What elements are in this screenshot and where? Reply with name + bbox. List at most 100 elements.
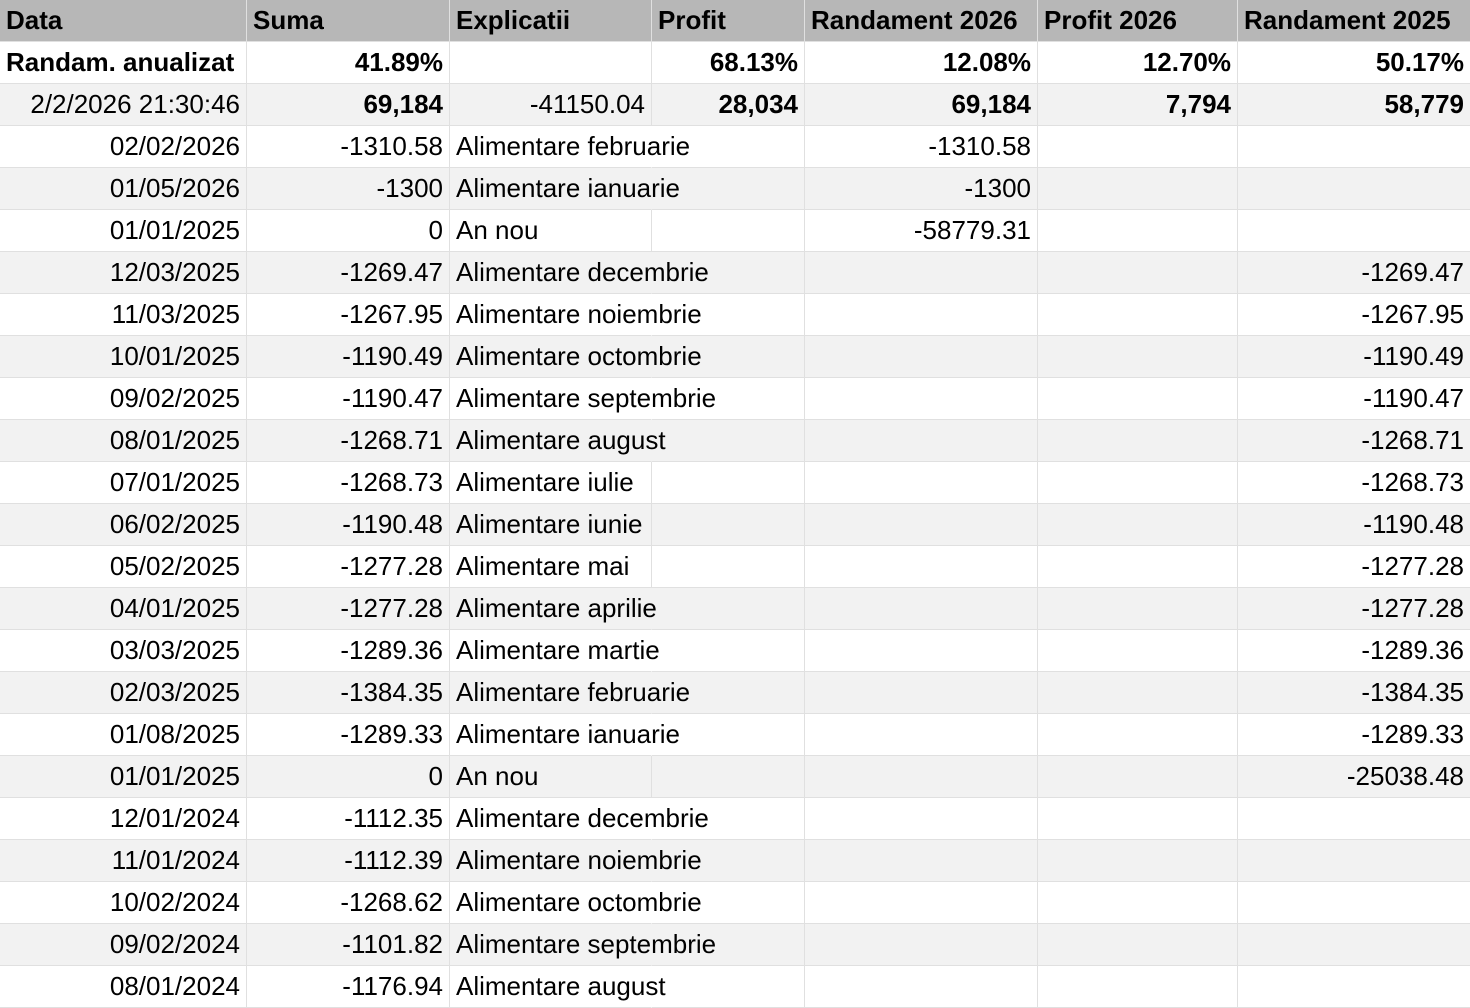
cell-profit[interactable] xyxy=(652,798,805,840)
cell-suma[interactable]: -1289.33 xyxy=(247,714,450,756)
cell-profit-2026[interactable] xyxy=(1038,336,1238,378)
cell-profit[interactable] xyxy=(652,672,805,714)
cell-suma[interactable]: -1267.95 xyxy=(247,294,450,336)
cell-profit-2026[interactable] xyxy=(1038,714,1238,756)
cell-suma[interactable]: -1300 xyxy=(247,168,450,210)
cell-profit[interactable]: 28,034 xyxy=(652,84,805,126)
cell-explicatii[interactable]: Alimentare august xyxy=(450,966,666,1008)
cell-suma[interactable]: -1384.35 xyxy=(247,672,450,714)
cell-explicatii[interactable]: Alimentare iunie xyxy=(450,504,652,546)
cell-explicatii[interactable]: An nou xyxy=(450,756,652,798)
cell-profit[interactable]: 68.13% xyxy=(652,42,805,84)
cell-suma[interactable]: -1310.58 xyxy=(247,126,450,168)
cell-profit-2026[interactable] xyxy=(1038,294,1238,336)
cell-explicatii[interactable]: Alimentare septembrie xyxy=(450,378,716,420)
cell-profit-2026[interactable] xyxy=(1038,420,1238,462)
cell-randament-2025[interactable]: -1277.28 xyxy=(1238,546,1470,588)
cell-randament-2025[interactable] xyxy=(1238,798,1470,840)
cell-randament-2025[interactable] xyxy=(1238,210,1470,252)
cell-explicatii[interactable]: Alimentare ianuarie xyxy=(450,714,680,756)
cell-explicatii[interactable] xyxy=(450,42,652,84)
cell-suma[interactable]: -1112.35 xyxy=(247,798,450,840)
cell-suma[interactable]: -1190.49 xyxy=(247,336,450,378)
cell-randament-2026[interactable]: 69,184 xyxy=(805,84,1038,126)
cell-profit-2026[interactable] xyxy=(1038,504,1238,546)
cell-profit[interactable] xyxy=(652,714,805,756)
cell-suma[interactable]: -1289.36 xyxy=(247,630,450,672)
column-header-data[interactable]: Data xyxy=(0,0,247,42)
column-header-randament-2026[interactable]: Randament 2026 xyxy=(805,0,1038,42)
cell-explicatii[interactable]: Alimentare februarie xyxy=(450,126,690,168)
cell-randament-2025[interactable]: -1267.95 xyxy=(1238,294,1470,336)
cell-randament-2026[interactable] xyxy=(805,294,1038,336)
cell-suma[interactable]: 0 xyxy=(247,210,450,252)
cell-profit[interactable] xyxy=(652,336,805,378)
cell-explicatii[interactable]: An nou xyxy=(450,210,652,252)
cell-randament-2025[interactable] xyxy=(1238,882,1470,924)
column-header-randament-2025[interactable]: Randament 2025 xyxy=(1238,0,1470,42)
cell-suma[interactable]: -1268.71 xyxy=(247,420,450,462)
cell-randament-2026[interactable] xyxy=(805,672,1038,714)
cell-randament-2025[interactable] xyxy=(1238,840,1470,882)
cell-randament-2025[interactable]: -1190.47 xyxy=(1238,378,1470,420)
cell-data[interactable]: 08/01/2024 xyxy=(0,966,247,1008)
cell-randament-2026[interactable] xyxy=(805,378,1038,420)
cell-explicatii[interactable]: Alimentare septembrie xyxy=(450,924,716,966)
cell-explicatii[interactable]: Alimentare decembrie xyxy=(450,798,709,840)
cell-data[interactable]: 02/03/2025 xyxy=(0,672,247,714)
cell-suma[interactable]: 41.89% xyxy=(247,42,450,84)
cell-profit-2026[interactable] xyxy=(1038,840,1238,882)
cell-profit-2026[interactable] xyxy=(1038,126,1238,168)
cell-profit-2026[interactable] xyxy=(1038,546,1238,588)
cell-randament-2025[interactable] xyxy=(1238,126,1470,168)
cell-explicatii[interactable]: Alimentare decembrie xyxy=(450,252,709,294)
cell-profit[interactable] xyxy=(652,588,805,630)
cell-profit[interactable] xyxy=(652,546,805,588)
cell-suma[interactable]: -1269.47 xyxy=(247,252,450,294)
column-header-suma[interactable]: Suma xyxy=(247,0,450,42)
cell-data[interactable]: 09/02/2024 xyxy=(0,924,247,966)
cell-randament-2026[interactable] xyxy=(805,420,1038,462)
cell-profit-2026[interactable]: 7,794 xyxy=(1038,84,1238,126)
cell-randament-2026[interactable] xyxy=(805,714,1038,756)
cell-randament-2025[interactable]: -1289.33 xyxy=(1238,714,1470,756)
cell-suma[interactable]: -1176.94 xyxy=(247,966,450,1008)
column-header-explicatii[interactable]: Explicatii xyxy=(450,0,652,42)
cell-data[interactable]: 07/01/2025 xyxy=(0,462,247,504)
cell-randament-2026[interactable]: -58779.31 xyxy=(805,210,1038,252)
cell-data[interactable]: 10/01/2025 xyxy=(0,336,247,378)
cell-data[interactable]: 08/01/2025 xyxy=(0,420,247,462)
cell-data[interactable]: 10/02/2024 xyxy=(0,882,247,924)
cell-randament-2026[interactable] xyxy=(805,966,1038,1008)
cell-explicatii[interactable]: Alimentare octombrie xyxy=(450,336,702,378)
cell-explicatii[interactable]: Alimentare iulie xyxy=(450,462,652,504)
column-header-profit[interactable]: Profit xyxy=(652,0,805,42)
cell-randament-2026[interactable]: -1300 xyxy=(805,168,1038,210)
cell-explicatii[interactable]: Alimentare martie xyxy=(450,630,660,672)
cell-data[interactable]: 09/02/2025 xyxy=(0,378,247,420)
cell-profit-2026[interactable] xyxy=(1038,210,1238,252)
cell-explicatii[interactable]: Alimentare august xyxy=(450,420,666,462)
cell-profit-2026[interactable] xyxy=(1038,378,1238,420)
cell-data[interactable]: 12/01/2024 xyxy=(0,798,247,840)
cell-profit[interactable] xyxy=(652,294,805,336)
cell-profit[interactable] xyxy=(652,756,805,798)
cell-profit-2026[interactable] xyxy=(1038,168,1238,210)
cell-profit-2026[interactable] xyxy=(1038,462,1238,504)
cell-profit-2026[interactable] xyxy=(1038,798,1238,840)
cell-randament-2025[interactable]: -1277.28 xyxy=(1238,588,1470,630)
cell-profit[interactable] xyxy=(652,630,805,672)
cell-profit[interactable] xyxy=(652,126,805,168)
cell-suma[interactable]: -1277.28 xyxy=(247,546,450,588)
cell-randament-2025[interactable]: -1269.47 xyxy=(1238,252,1470,294)
cell-randament-2026[interactable] xyxy=(805,462,1038,504)
cell-profit[interactable] xyxy=(652,168,805,210)
cell-profit[interactable] xyxy=(652,840,805,882)
cell-randament-2025[interactable]: -1289.36 xyxy=(1238,630,1470,672)
cell-randament-2025[interactable] xyxy=(1238,168,1470,210)
cell-data[interactable]: Randam. anualizat xyxy=(0,42,247,84)
cell-suma[interactable]: -1190.47 xyxy=(247,378,450,420)
cell-profit[interactable] xyxy=(652,966,805,1008)
cell-data[interactable]: 01/05/2026 xyxy=(0,168,247,210)
cell-randament-2026[interactable] xyxy=(805,756,1038,798)
